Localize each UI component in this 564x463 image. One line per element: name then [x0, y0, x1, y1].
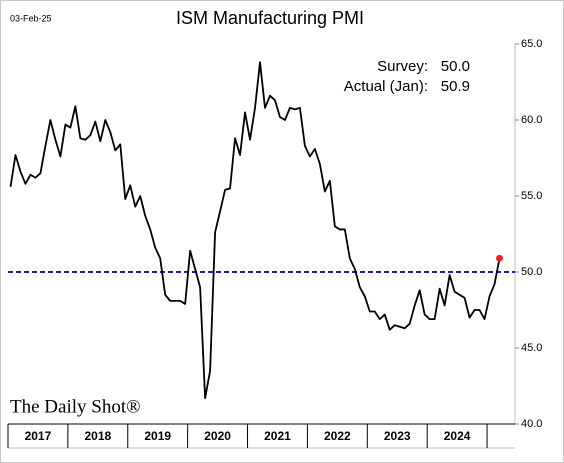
y-tick-label: 55.0: [521, 190, 542, 202]
x-tick-label: 2022: [324, 429, 351, 443]
y-tick-label: 40.0: [521, 418, 542, 430]
annotation-label: Actual (Jan):: [344, 78, 428, 95]
source-logo: The Daily Shot®: [10, 396, 141, 417]
x-tick-label: 2018: [84, 429, 111, 443]
annotation-value: 50.0: [441, 58, 470, 75]
y-tick-label: 50.0: [521, 266, 542, 278]
x-tick-label: 2019: [144, 429, 171, 443]
annotation-value: 50.9: [441, 78, 470, 95]
annotation-label: Survey:: [377, 58, 428, 75]
x-tick-label: 2020: [204, 429, 231, 443]
x-tick-label: 2021: [264, 429, 291, 443]
x-tick-label: 2017: [25, 429, 52, 443]
date-label: 03-Feb-25: [10, 13, 52, 23]
y-tick-label: 45.0: [521, 342, 542, 354]
line-series: [9, 61, 501, 400]
y-tick-label: 65.0: [521, 38, 542, 50]
x-tick-label: 2023: [384, 429, 411, 443]
chart-title: ISM Manufacturing PMI: [176, 8, 364, 28]
last-point: [496, 254, 504, 262]
x-tick-label: 2024: [444, 429, 471, 443]
y-tick-label: 60.0: [521, 114, 542, 126]
